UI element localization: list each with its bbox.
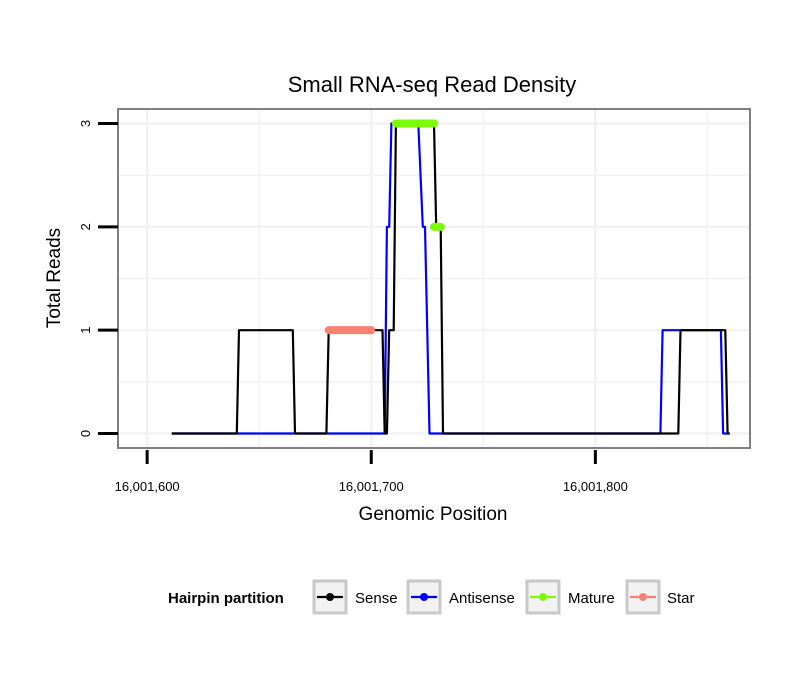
y-tick-label: 3 <box>78 120 93 127</box>
y-tick-label: 0 <box>78 430 93 437</box>
legend-key-point <box>539 593 547 601</box>
legend-key-point <box>326 593 334 601</box>
legend-entry-sense: Sense <box>312 579 398 615</box>
legend-key-point <box>420 593 428 601</box>
legend-label-antisense: Antisense <box>449 590 515 607</box>
x-axis-title: Genomic Position <box>359 504 508 525</box>
x-tick-label: 16,001,600 <box>115 479 180 494</box>
legend-label-sense: Sense <box>355 590 398 607</box>
legend: Hairpin partition Sense Antisense Mature St… <box>168 579 695 615</box>
y-axis: 0 1 2 3 <box>78 120 118 437</box>
plot-border <box>117 108 751 449</box>
legend-entry-mature: Mature <box>525 579 615 615</box>
y-tick-label: 1 <box>78 327 93 334</box>
y-tick-label: 2 <box>78 223 93 230</box>
legend-entry-star: Star <box>625 579 695 615</box>
x-tick-label: 16,001,800 <box>563 479 628 494</box>
chart-title: Small RNA-seq Read Density <box>288 72 577 97</box>
y-axis-title: Total Reads <box>44 228 65 328</box>
legend-label-mature: Mature <box>568 590 615 607</box>
series-layer <box>171 119 730 435</box>
legend-title: Hairpin partition <box>168 590 284 607</box>
legend-key-point <box>639 593 647 601</box>
sense-line <box>171 122 730 435</box>
legend-entry-antisense: Antisense <box>406 579 515 615</box>
x-axis: 16,001,600 16,001,700 16,001,800 <box>115 450 628 494</box>
legend-label-star: Star <box>667 590 695 607</box>
x-tick-label: 16,001,700 <box>339 479 404 494</box>
